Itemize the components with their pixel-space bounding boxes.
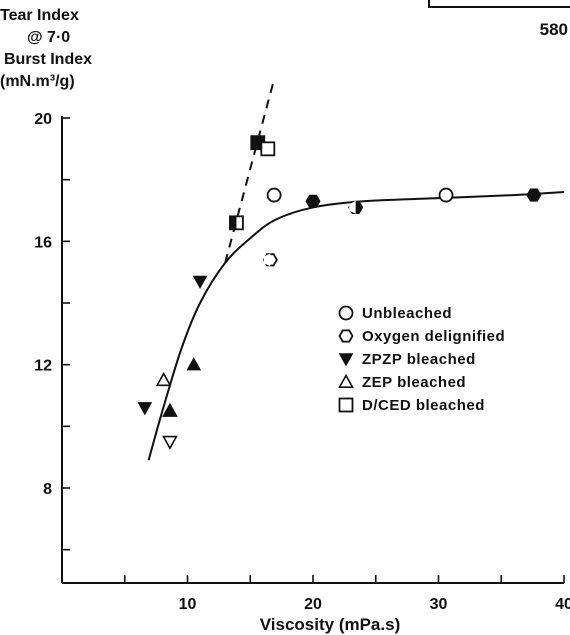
legend-marker [338, 305, 354, 321]
y-axis-label-line: @ 7·0 [27, 29, 70, 46]
data-point [186, 357, 202, 371]
y-tick-label: 8 [43, 481, 52, 498]
dashed-trend-line [224, 83, 274, 264]
data-point [305, 194, 321, 208]
y-tick-label: 12 [34, 358, 52, 375]
legend-label: ZEP bleached [362, 374, 466, 391]
data-points [137, 135, 542, 450]
data-point [162, 435, 178, 450]
fit-curve [147, 191, 565, 461]
legend: Unbleached Oxygen delignified ZPZP bleache… [338, 305, 505, 414]
data-point [192, 275, 208, 289]
legend-marker [338, 329, 354, 343]
x-axis-label: Viscosity (mPa.s) [260, 615, 400, 634]
y-tick-label: 20 [34, 111, 52, 128]
data-point-half [229, 216, 237, 230]
data-point [438, 187, 454, 203]
axes: 10 20 30 40 8 12 16 20 [34, 111, 570, 613]
y-axis-label-line: (mN.m³/g) [0, 73, 75, 90]
legend-label: Unbleached [362, 305, 452, 322]
page-number: 580 [539, 20, 568, 39]
page-number-box: 580 [428, 0, 570, 39]
data-point [162, 402, 178, 417]
curves [147, 83, 565, 461]
y-axis-label-line: Burst Index [4, 51, 92, 68]
x-tick-label: 10 [179, 596, 197, 613]
x-tick-label: 20 [304, 596, 322, 613]
legend-marker [338, 373, 354, 389]
data-point [526, 188, 542, 202]
x-tick-label: 30 [430, 596, 448, 613]
legend-label: Oxygen delignified [362, 328, 505, 345]
data-point-half [349, 200, 356, 214]
data-point-half [263, 253, 271, 267]
axis-labels: Tear Index @ 7·0 Burst Index (mN.m³/g) Visco… [0, 7, 400, 634]
legend-label: D/CED bleached [362, 397, 485, 414]
x-tick-label: 40 [555, 596, 570, 613]
y-axis-label-line: Tear Index [0, 7, 79, 24]
legend-marker [338, 397, 354, 413]
legend-label: ZPZP bleached [362, 351, 476, 368]
legend-marker [338, 353, 354, 367]
y-tick-label: 16 [34, 234, 52, 251]
data-point [260, 141, 276, 157]
data-point [266, 187, 282, 203]
data-point [155, 371, 172, 387]
data-point [137, 402, 153, 416]
